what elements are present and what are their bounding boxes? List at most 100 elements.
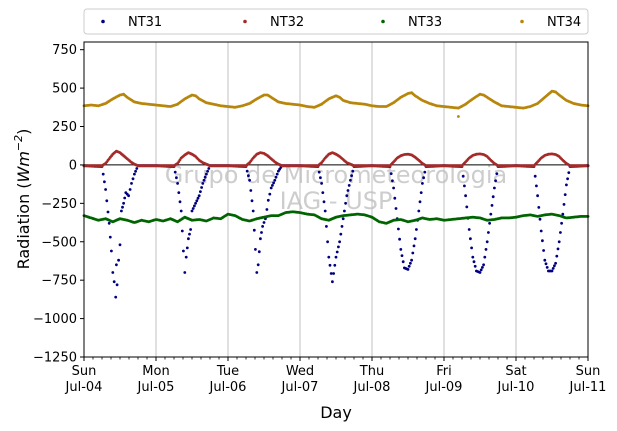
data-point-nt31 (108, 235, 112, 239)
series-layer (82, 89, 590, 299)
x-tick-label-date: Jul-09 (425, 380, 463, 395)
series-nt33 (82, 210, 590, 225)
data-point-nt31 (195, 199, 199, 203)
series-nt32 (82, 149, 590, 168)
data-point-nt31 (545, 266, 549, 269)
data-point-nt31 (483, 255, 487, 259)
data-point-nt31 (266, 198, 270, 202)
data-point-nt31 (199, 190, 202, 194)
data-point-nt31 (331, 280, 334, 284)
data-point-nt31 (410, 258, 413, 262)
data-point-nt31 (471, 255, 475, 259)
data-point-nt31 (319, 176, 322, 180)
data-point-nt31 (488, 221, 491, 225)
data-point-nt31 (334, 255, 338, 259)
data-point-nt31 (268, 192, 272, 196)
data-point-nt31 (130, 182, 133, 185)
data-point-nt31 (464, 194, 467, 198)
data-point-nt31 (421, 182, 424, 185)
data-point-nt31 (338, 240, 341, 244)
x-tick-label-date: Jul-04 (65, 380, 103, 395)
data-point-nt31 (392, 186, 395, 190)
data-point-nt31 (535, 184, 538, 188)
data-point-nt31 (409, 261, 412, 265)
x-tick-label-day: Sun (72, 364, 97, 379)
data-point-nt31 (251, 209, 255, 213)
x-tick-label-date: Jul-06 (209, 380, 247, 395)
data-point-nt31 (329, 272, 333, 275)
data-point-nt31 (328, 263, 332, 267)
data-point-nt31 (117, 258, 120, 262)
data-point-nt31 (250, 199, 254, 203)
data-point-nt31 (134, 169, 138, 173)
data-point-nt31 (128, 188, 132, 191)
legend-label-nt31: NT31 (128, 15, 162, 30)
data-point-nt31 (556, 247, 560, 251)
data-point-nt31 (389, 172, 393, 176)
data-point-nt31 (345, 194, 349, 198)
data-point-nt31 (493, 186, 496, 190)
data-point-nt31 (465, 205, 469, 209)
data-point-nt31 (320, 182, 323, 185)
data-point-nt31 (344, 201, 347, 205)
data-point-nt31 (107, 221, 111, 225)
y-axis: −1250 −1000 −750 −500 −250 0 250 500 750 (33, 43, 84, 366)
data-point-nt31 (563, 193, 567, 197)
data-point-nt31 (262, 221, 266, 224)
data-point-nt31 (321, 191, 325, 195)
data-point-nt31 (103, 180, 106, 184)
data-point-nt31 (484, 248, 488, 251)
legend-marker-nt32 (243, 19, 247, 24)
data-point-nt31 (272, 181, 275, 185)
data-point-nt31 (249, 189, 253, 192)
data-point-nt31 (177, 191, 181, 195)
data-point-nt31 (326, 240, 329, 244)
data-point-nt31 (550, 269, 554, 273)
data-point-nt31 (463, 184, 466, 188)
data-point-nt31 (398, 237, 401, 241)
x-tick-label-day: Sun (576, 364, 601, 379)
data-point-nt31 (196, 196, 200, 200)
x-tick-label-day: Thu (359, 364, 384, 379)
legend-frame (83, 8, 589, 35)
data-point-nt31 (346, 189, 350, 192)
data-point-nt31 (333, 263, 337, 267)
y-tick-label: −500 (41, 235, 77, 250)
data-point-nt31 (317, 170, 321, 174)
data-point-nt31 (184, 255, 188, 259)
grid-lines (155, 42, 517, 357)
data-point-nt31 (491, 195, 495, 199)
data-point-nt31 (397, 227, 400, 231)
legend-label-nt32: NT32 (270, 15, 304, 30)
data-point-nt31 (205, 172, 208, 176)
data-point-nt31 (407, 264, 411, 268)
data-point-nt31 (187, 237, 190, 241)
y-tick-label: 0 (69, 158, 77, 173)
data-point-nt31 (182, 249, 185, 253)
data-point-nt31 (544, 262, 548, 266)
data-point-nt31 (121, 205, 124, 209)
data-point-nt31 (248, 178, 252, 182)
data-point-nt31 (481, 266, 484, 269)
legend-marker-nt34 (520, 19, 524, 24)
data-point-nt31 (175, 176, 178, 180)
data-point-nt31 (393, 196, 397, 200)
data-point-nt31 (176, 182, 180, 185)
data-point-nt31 (343, 209, 346, 213)
data-point-nt31 (351, 169, 355, 173)
data-point-nt31 (101, 172, 105, 176)
data-point-nt31 (418, 200, 422, 204)
x-axis-title: Day (320, 403, 352, 422)
y-tick-label: 250 (52, 120, 77, 135)
data-point-nt31 (110, 249, 113, 253)
data-point-nt31 (185, 246, 189, 250)
data-point-nt31 (191, 207, 195, 210)
data-point-nt31 (413, 237, 417, 241)
data-point-nt31 (339, 232, 343, 236)
data-point-nt31 (340, 225, 344, 228)
data-point-nt31 (202, 178, 206, 182)
data-point-nt31 (255, 271, 259, 274)
y-axis-title: Radiation (Wm−2) (12, 129, 33, 270)
data-point-nt31 (479, 268, 483, 272)
